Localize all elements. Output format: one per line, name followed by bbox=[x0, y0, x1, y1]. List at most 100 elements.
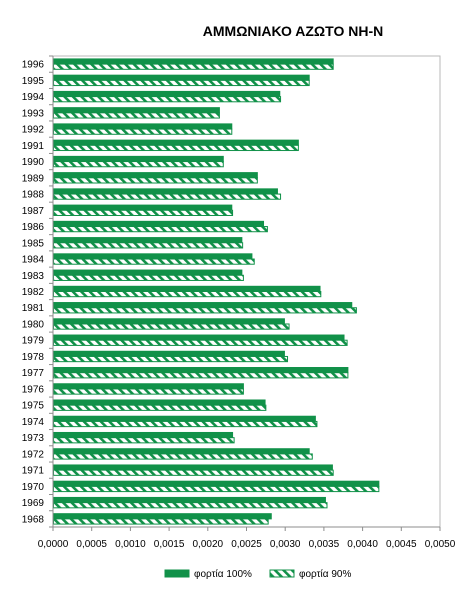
y-tick-label: 1996 bbox=[22, 60, 45, 71]
bar-1971-series-1 bbox=[53, 464, 333, 471]
bar-1980-series-2 bbox=[53, 323, 290, 330]
bar-1989-series-1 bbox=[53, 172, 258, 179]
x-tick-label: 0,0035 bbox=[309, 539, 340, 550]
y-tick-label: 1975 bbox=[22, 401, 45, 412]
bar-1990-series-1 bbox=[53, 155, 224, 163]
x-axis: 0,0000 0,0005 0,0010 0,0015 0,0020 0,0025 0,00… bbox=[38, 526, 456, 550]
y-tick-label: 1992 bbox=[22, 125, 45, 136]
bar-1996-series-2 bbox=[53, 63, 334, 70]
bar-1988-series-1 bbox=[53, 188, 278, 195]
bar-1984-series-1 bbox=[53, 253, 253, 260]
bar-1992-series-2 bbox=[53, 128, 233, 135]
legend-label-2: φορτία 90% bbox=[299, 568, 351, 580]
y-tick-label: 1983 bbox=[22, 271, 45, 282]
bar-1986-series-2 bbox=[53, 226, 268, 233]
y-tick-label: 1982 bbox=[22, 287, 45, 298]
legend-swatch-1 bbox=[164, 569, 190, 578]
bar-1970-series-2 bbox=[53, 485, 380, 493]
y-tick-label: 1970 bbox=[22, 482, 45, 493]
bar-1982-series-2 bbox=[53, 291, 322, 298]
bar-1975-series-1 bbox=[53, 399, 266, 406]
x-tick-label: 0,0025 bbox=[231, 539, 262, 550]
y-tick-label: 1985 bbox=[22, 238, 45, 249]
bar-1977-series-2 bbox=[53, 372, 349, 379]
bar-1988-series-2 bbox=[53, 193, 282, 200]
y-tick-label: 1974 bbox=[22, 417, 45, 428]
y-tick-label: 1969 bbox=[22, 498, 45, 509]
y-tick-label: 1990 bbox=[22, 157, 45, 168]
bar-1994-series-1 bbox=[53, 90, 281, 98]
y-tick-label: 1993 bbox=[22, 108, 45, 119]
bar-1984-series-2 bbox=[53, 258, 255, 265]
bar-1985-series-2 bbox=[53, 242, 244, 249]
y-tick-label: 1986 bbox=[22, 222, 45, 233]
y-tick-label: 1980 bbox=[22, 319, 45, 330]
bar-1995-series-2 bbox=[53, 79, 310, 87]
x-tick-label: 0,0000 bbox=[38, 539, 69, 550]
x-tick-label: 0,0050 bbox=[425, 539, 456, 550]
y-tick-label: 1968 bbox=[22, 514, 45, 525]
bar-1976-series-1 bbox=[53, 383, 244, 390]
y-tick-label: 1981 bbox=[22, 303, 45, 314]
bar-1992-series-1 bbox=[53, 123, 233, 130]
bar-1990-series-2 bbox=[53, 161, 224, 168]
bar-1987-series-2 bbox=[53, 209, 234, 216]
bar-1986-series-1 bbox=[53, 220, 265, 228]
y-tick-label: 1972 bbox=[22, 449, 45, 460]
chart-title: ΑΜΜΩΝΙΑΚΟ ΑΖΩΤΟ ΝΗ-Ν bbox=[203, 23, 383, 39]
bar-1983-series-2 bbox=[53, 274, 244, 281]
bar-1971-series-2 bbox=[53, 469, 334, 476]
bar-1977-series-1 bbox=[53, 367, 349, 374]
y-tick-label: 1994 bbox=[22, 92, 45, 103]
x-tick-label: 0,0005 bbox=[76, 539, 107, 550]
bar-1976-series-2 bbox=[53, 388, 244, 395]
bar-1993-series-1 bbox=[53, 107, 220, 114]
legend-label-1: φορτία 100% bbox=[194, 568, 252, 580]
bars-layer bbox=[53, 58, 380, 525]
x-tick-label: 0,0015 bbox=[154, 539, 185, 550]
y-tick-label: 1995 bbox=[22, 76, 45, 87]
y-tick-label: 1988 bbox=[22, 190, 45, 201]
y-axis: 1996 1995 1994 1993 1992 1991 1990 1989 1988 1987… bbox=[22, 55, 54, 528]
bar-1985-series-1 bbox=[53, 237, 243, 244]
bar-1996-series-1 bbox=[53, 58, 334, 65]
bar-1973-series-1 bbox=[53, 431, 234, 439]
y-tick-label: 1989 bbox=[22, 173, 45, 184]
bar-1983-series-1 bbox=[53, 269, 243, 276]
bar-1973-series-2 bbox=[53, 437, 235, 444]
bar-1981-series-1 bbox=[53, 302, 353, 309]
bar-1969-series-2 bbox=[53, 502, 328, 509]
bar-1995-series-1 bbox=[53, 74, 310, 81]
bar-1979-series-1 bbox=[53, 334, 345, 341]
bar-1994-series-2 bbox=[53, 96, 282, 103]
bar-1978-series-1 bbox=[53, 350, 285, 357]
y-tick-label: 1976 bbox=[22, 384, 45, 395]
bar-1979-series-2 bbox=[53, 339, 348, 346]
bar-1989-series-2 bbox=[53, 177, 258, 184]
bar-1991-series-1 bbox=[53, 139, 299, 146]
bar-1993-series-2 bbox=[53, 112, 220, 119]
legend-swatch-2 bbox=[269, 569, 295, 578]
x-tick-label: 0,0010 bbox=[115, 539, 146, 550]
bar-1969-series-1 bbox=[53, 496, 326, 504]
bar-1974-series-2 bbox=[53, 420, 318, 428]
x-tick-label: 0,0040 bbox=[347, 539, 378, 550]
bar-1980-series-1 bbox=[53, 318, 285, 325]
bar-1970-series-1 bbox=[53, 480, 380, 487]
y-tick-label: 1984 bbox=[22, 255, 45, 266]
y-tick-label: 1978 bbox=[22, 352, 45, 363]
y-tick-label: 1971 bbox=[22, 466, 45, 477]
x-tick-label: 0,0020 bbox=[193, 539, 224, 550]
y-tick-label: 1987 bbox=[22, 206, 45, 217]
y-tick-label: 1991 bbox=[22, 141, 45, 152]
bar-1974-series-1 bbox=[53, 415, 316, 422]
bar-1972-series-1 bbox=[53, 448, 310, 455]
bar-1968-series-1 bbox=[53, 513, 272, 520]
x-tick-label: 0,0030 bbox=[270, 539, 301, 550]
bar-1968-series-2 bbox=[53, 518, 269, 525]
bar-1991-series-2 bbox=[53, 144, 299, 152]
y-tick-label: 1973 bbox=[22, 433, 45, 444]
bar-1978-series-2 bbox=[53, 355, 289, 363]
bar-1981-series-2 bbox=[53, 307, 357, 314]
